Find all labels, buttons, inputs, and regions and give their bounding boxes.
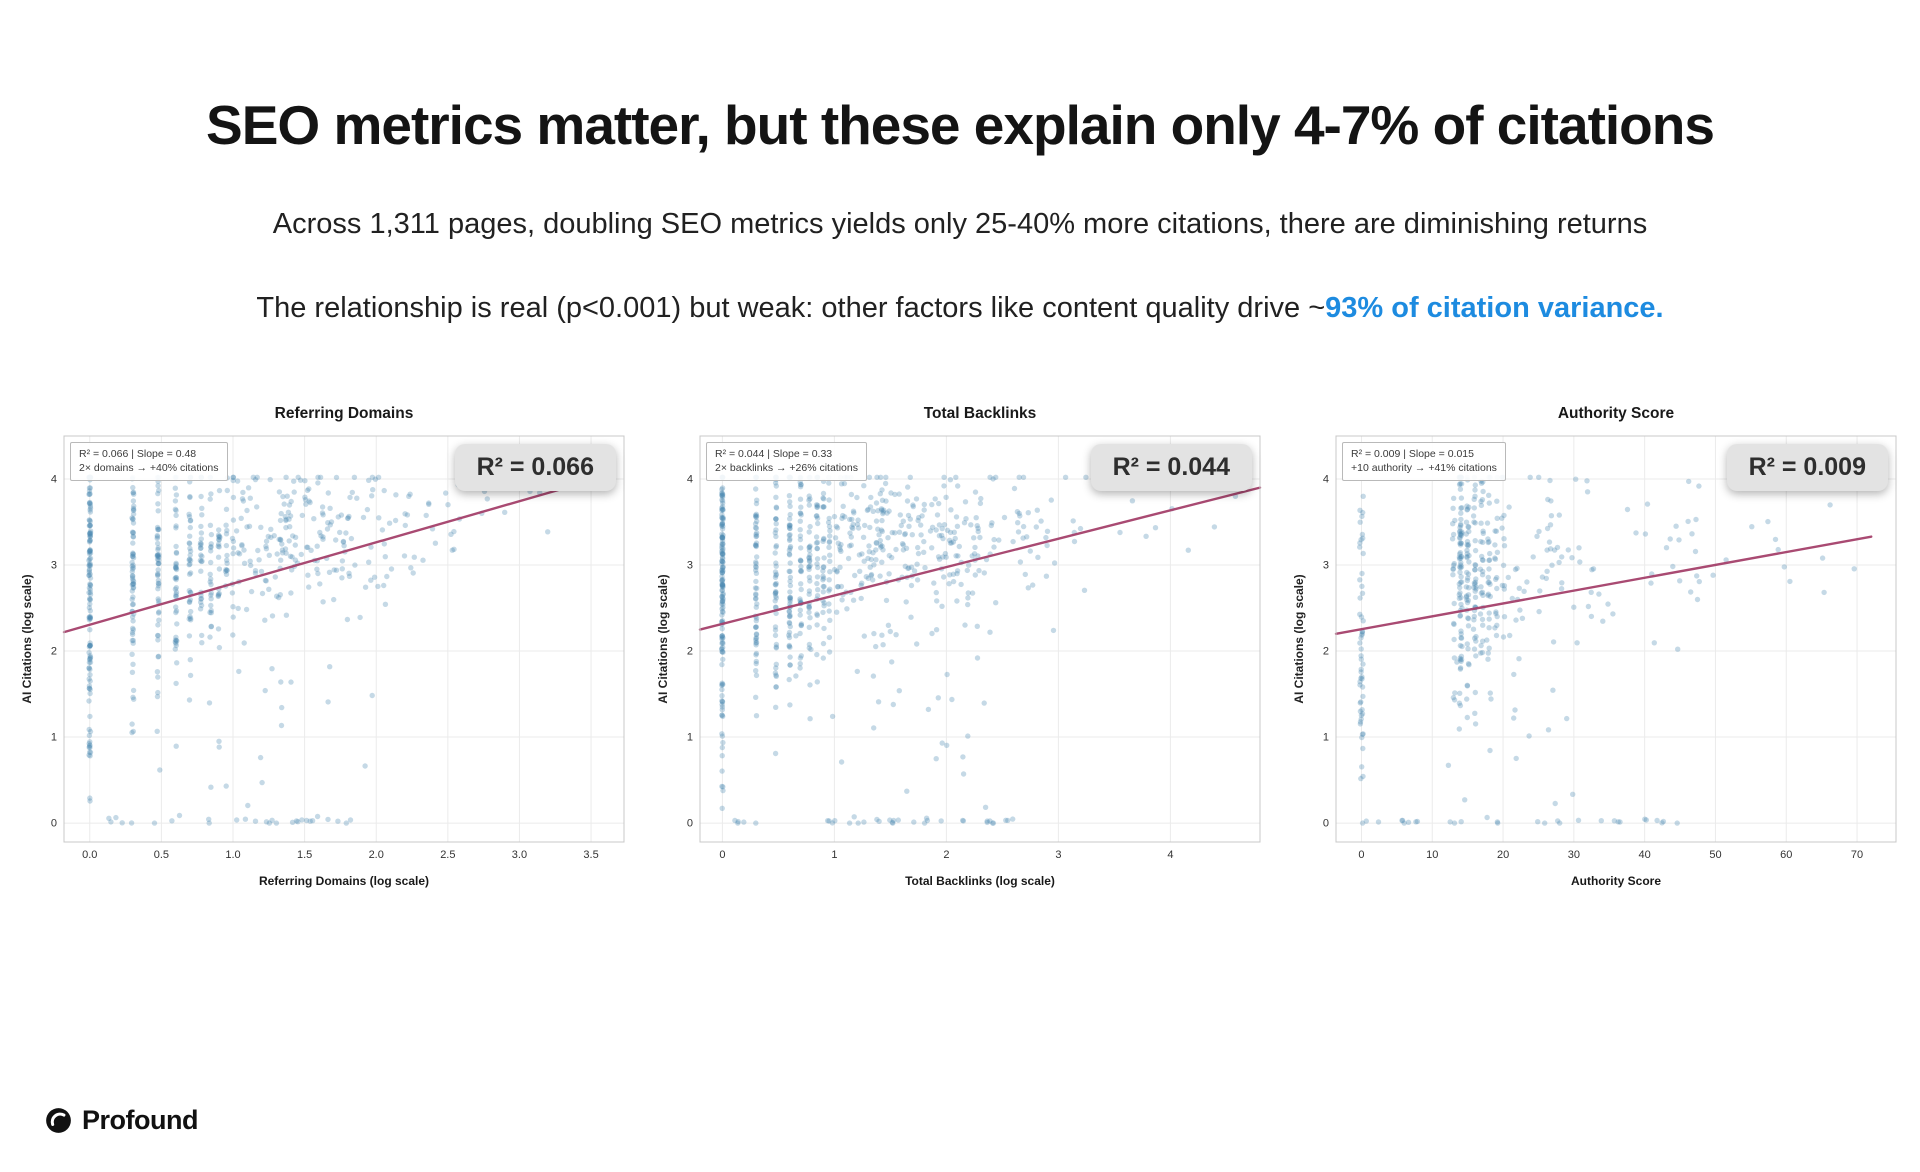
svg-text:40: 40 xyxy=(1639,849,1651,861)
profound-logo-icon xyxy=(45,1107,72,1134)
svg-text:1: 1 xyxy=(831,849,837,861)
svg-text:70: 70 xyxy=(1851,849,1863,861)
chart-title: Referring Domains xyxy=(274,404,414,422)
plot-area: 0 1 2 3 4 0 1 2 3 4 AI Citations (log scale) R² = … xyxy=(654,430,1266,870)
svg-text:1.0: 1.0 xyxy=(225,849,240,861)
svg-text:0.5: 0.5 xyxy=(154,849,169,861)
stats-line-1: R² = 0.009 | Slope = 0.015 xyxy=(1351,447,1474,460)
svg-text:1.5: 1.5 xyxy=(297,849,312,861)
svg-text:20: 20 xyxy=(1497,849,1509,861)
svg-text:3: 3 xyxy=(1055,849,1061,861)
chart-total-backlinks: Total Backlinks 0 1 2 3 4 0 1 2 3 4 AI Citations (… xyxy=(654,405,1266,888)
svg-text:3: 3 xyxy=(687,559,693,571)
scatter-plot: 0 10 20 30 40 50 60 70 0 1 2 3 4 AI Citations (log sc… xyxy=(1292,435,1897,861)
svg-text:1: 1 xyxy=(687,731,693,743)
svg-text:2.0: 2.0 xyxy=(369,849,384,861)
svg-text:2: 2 xyxy=(51,645,57,657)
stats-line-2: 2× domains → +40% citations xyxy=(79,462,219,475)
subtitle-2-text: The relationship is real (p<0.001) but w… xyxy=(256,292,1326,325)
stats-line-2: 2× backlinks → +26% citations xyxy=(715,462,858,475)
svg-text:4: 4 xyxy=(687,473,693,485)
stats-box: R² = 0.009 | Slope = 0.015 +10 authority… xyxy=(1342,441,1506,481)
svg-text:10: 10 xyxy=(1426,849,1438,861)
svg-text:0: 0 xyxy=(687,817,693,829)
svg-text:0: 0 xyxy=(1358,849,1364,861)
svg-text:0: 0 xyxy=(1323,817,1329,829)
svg-text:AI Citations (log scale): AI Citations (log scale) xyxy=(20,574,34,703)
svg-text:4: 4 xyxy=(1323,473,1329,485)
stats-box: R² = 0.044 | Slope = 0.33 2× backlinks →… xyxy=(706,441,867,481)
chart-title: Authority Score xyxy=(1557,404,1675,422)
svg-text:0: 0 xyxy=(51,817,57,829)
stats-line-2: +10 authority → +41% citations xyxy=(1351,462,1497,475)
slide-subtitle-2: The relationship is real (p<0.001) but w… xyxy=(0,290,1920,326)
plot-area: 0 10 20 30 40 50 60 70 0 1 2 3 4 AI Citations (log sc… xyxy=(1290,430,1902,870)
scatter-plot: 0 1 2 3 4 0 1 2 3 4 AI Citations (log scale) xyxy=(656,435,1262,861)
r2-badge: R² = 0.066 xyxy=(454,443,616,491)
svg-text:4: 4 xyxy=(51,473,57,485)
svg-text:AI Citations (log scale): AI Citations (log scale) xyxy=(656,574,670,703)
r2-badge: R² = 0.044 xyxy=(1090,443,1252,491)
brand-name: Profound xyxy=(82,1105,198,1135)
svg-text:2: 2 xyxy=(1323,645,1329,657)
svg-text:2: 2 xyxy=(687,645,693,657)
chart-title: Total Backlinks xyxy=(923,404,1037,422)
svg-text:2: 2 xyxy=(943,849,949,861)
svg-text:3.0: 3.0 xyxy=(512,849,527,861)
x-axis-label: Referring Domains (log scale) xyxy=(258,873,430,888)
svg-text:50: 50 xyxy=(1709,849,1721,861)
slide-subtitle-1: Across 1,311 pages, doubling SEO metrics… xyxy=(272,208,1648,240)
footer: Profound xyxy=(45,1105,198,1136)
svg-text:3: 3 xyxy=(1323,559,1329,571)
plot-area: 0.0 0.5 1.0 1.5 2.0 2.5 3.0 3.5 0 1 2 3 4 AI Citation… xyxy=(18,430,630,870)
slide-title: SEO metrics matter, but these explain on… xyxy=(206,94,1715,156)
chart-authority-score: Authority Score 0 10 20 30 40 50 60 70 0 1 2 3 4 AI C… xyxy=(1290,405,1902,888)
svg-text:1: 1 xyxy=(1323,731,1329,743)
scatter-plot: 0.0 0.5 1.0 1.5 2.0 2.5 3.0 3.5 0 1 2 3 4 AI Citation… xyxy=(20,435,625,861)
svg-text:3: 3 xyxy=(51,559,57,571)
chart-referring-domains: Referring Domains 0.0 0.5 1.0 1.5 2.0 2.5 3.0 3… xyxy=(18,405,630,888)
x-axis-label: Authority Score xyxy=(1570,873,1661,888)
stats-box: R² = 0.066 | Slope = 0.48 2× domains → +… xyxy=(70,441,228,481)
stats-line-1: R² = 0.044 | Slope = 0.33 xyxy=(715,447,833,460)
svg-text:0.0: 0.0 xyxy=(82,849,97,861)
svg-text:60: 60 xyxy=(1780,849,1792,861)
svg-text:0: 0 xyxy=(719,849,725,861)
svg-text:AI Citations (log scale): AI Citations (log scale) xyxy=(1292,574,1306,703)
x-axis-label: Total Backlinks (log scale) xyxy=(905,873,1055,888)
svg-text:30: 30 xyxy=(1568,849,1580,861)
subtitle-2-highlight: 93% of citation variance. xyxy=(1325,292,1664,325)
r2-badge: R² = 0.009 xyxy=(1726,443,1888,491)
stats-line-1: R² = 0.066 | Slope = 0.48 xyxy=(79,447,197,460)
svg-text:1: 1 xyxy=(51,731,57,743)
svg-text:4: 4 xyxy=(1167,849,1173,861)
charts-row: Referring Domains 0.0 0.5 1.0 1.5 2.0 2.5 3.0 3… xyxy=(0,405,1920,888)
svg-text:2.5: 2.5 xyxy=(440,849,455,861)
svg-text:3.5: 3.5 xyxy=(583,849,598,861)
